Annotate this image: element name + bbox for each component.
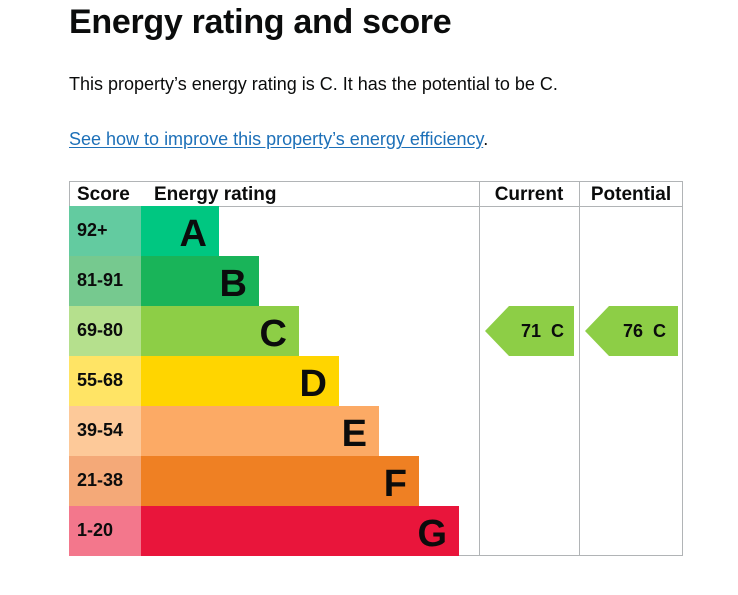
score-label-g: 1-20 — [77, 520, 113, 540]
rating-bar-c — [141, 306, 299, 356]
score-cell-b — [69, 256, 141, 306]
current-rating-label: 71 C — [521, 321, 564, 341]
rating-letter-d: D — [300, 363, 327, 405]
score-cell-g — [69, 506, 141, 556]
rating-letter-b: B — [220, 263, 247, 305]
score-label-a: 92+ — [77, 220, 108, 240]
score-cell-e — [69, 406, 141, 456]
score-label-e: 39-54 — [77, 420, 123, 440]
score-cell-a — [69, 206, 141, 256]
rating-summary: This property’s energy rating is C. It h… — [69, 74, 558, 94]
improve-suffix: . — [483, 129, 489, 149]
score-cell-f — [69, 456, 141, 506]
score-label-b: 81-91 — [77, 270, 123, 290]
score-cell-c — [69, 306, 141, 356]
rating-bar-b — [141, 256, 259, 306]
improve-paragraph: See how to improve this property’s energ… — [69, 127, 488, 151]
rating-bar-d — [141, 356, 339, 406]
rating-bar-f — [141, 456, 419, 506]
rating-letter-a: A — [180, 213, 207, 255]
improve-efficiency-link[interactable]: See how to improve this property’s energ… — [69, 129, 484, 149]
page-title: Energy rating and score — [69, 3, 452, 41]
header-current: Current — [495, 184, 564, 205]
rating-letter-f: F — [384, 463, 407, 505]
score-label-f: 21-38 — [77, 470, 123, 490]
rating-letter-e: E — [342, 413, 367, 455]
header-energy-rating: Energy rating — [154, 184, 276, 205]
rating-bar-a — [141, 206, 219, 256]
rating-letter-g: G — [417, 513, 447, 555]
score-label-d: 55-68 — [77, 370, 123, 390]
potential-rating-arrow — [585, 306, 678, 356]
potential-rating-label: 76 C — [623, 321, 666, 341]
score-cell-d — [69, 356, 141, 406]
rating-letter-c: C — [260, 313, 287, 355]
current-rating-arrow — [485, 306, 574, 356]
score-label-c: 69-80 — [77, 320, 123, 340]
header-potential: Potential — [591, 184, 671, 205]
rating-bar-e — [141, 406, 379, 456]
rating-bar-g — [141, 506, 459, 556]
header-score: Score — [77, 184, 130, 205]
